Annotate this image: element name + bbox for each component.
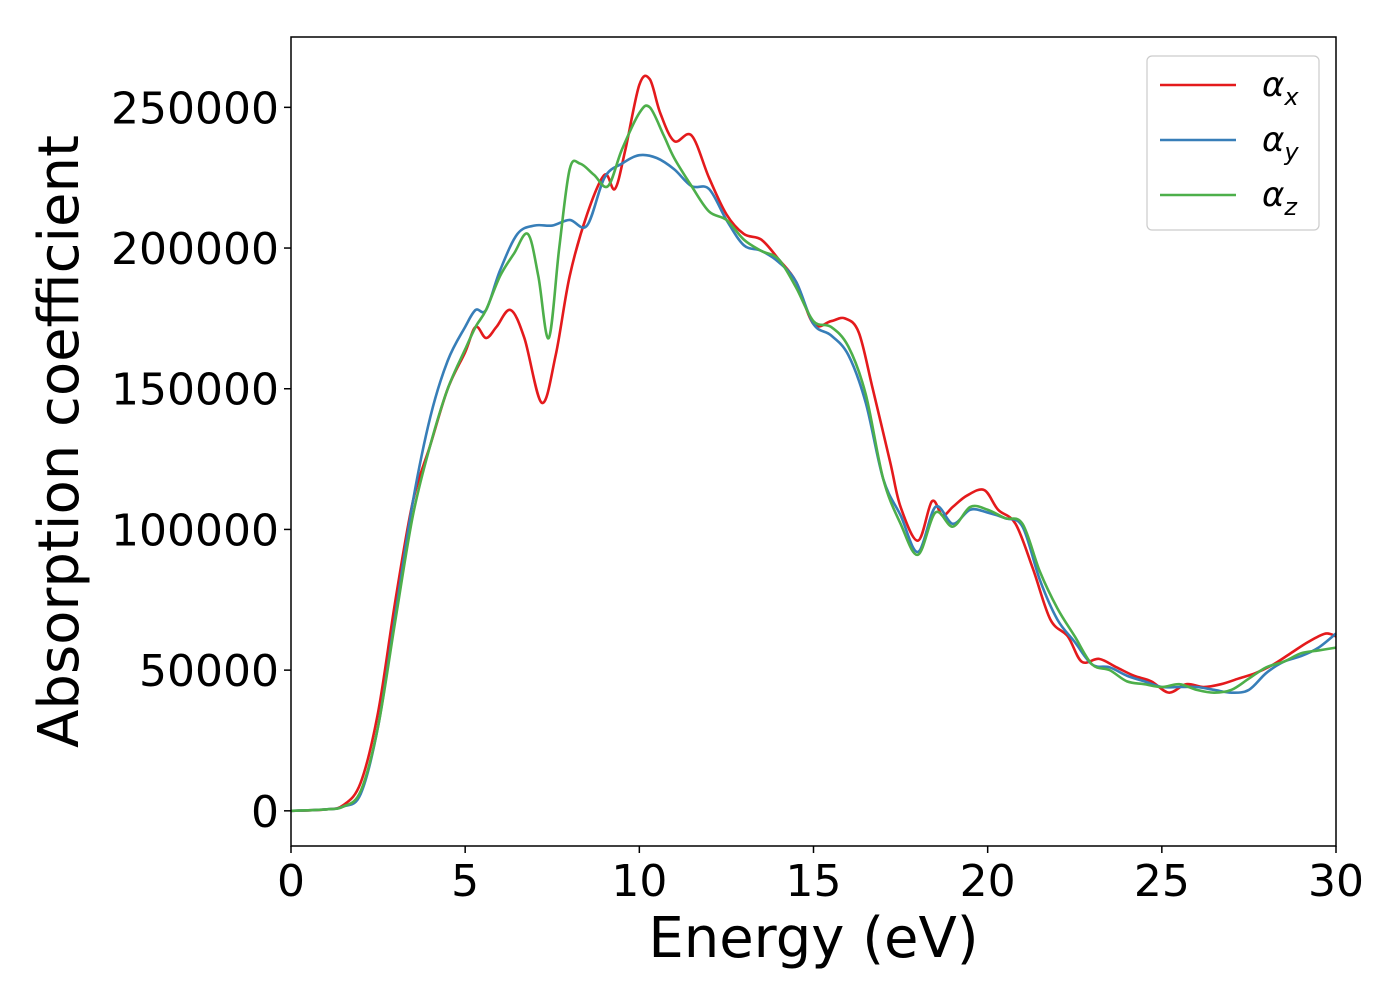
series-line-y <box>290 153 1337 813</box>
series-layer <box>290 74 1337 813</box>
y-tick-label: 250000 <box>111 83 279 134</box>
x-tick-label: 15 <box>786 856 842 907</box>
y-tick-label: 50000 <box>139 646 279 697</box>
x-axis-title: Energy (eV) <box>648 906 978 971</box>
y-axis-ticks: 0 50000 100000 150000 200000 250000 <box>111 83 291 838</box>
y-tick-label: 150000 <box>111 365 279 416</box>
y-tick-label: 100000 <box>111 505 279 556</box>
y-axis-title: Absorption coefficient <box>27 135 92 748</box>
x-tick-label: 20 <box>960 856 1016 907</box>
x-tick-label: 5 <box>451 856 479 907</box>
legend-label-y: αy <box>1262 120 1299 166</box>
x-tick-label: 10 <box>611 856 667 907</box>
legend-label-z: αz <box>1262 175 1298 221</box>
y-tick-label: 0 <box>251 787 279 838</box>
legend: αx αy αz <box>1146 55 1320 231</box>
y-tick-label: 200000 <box>111 224 279 275</box>
x-axis-ticks: 0 5 10 15 20 25 30 <box>277 846 1364 907</box>
x-tick-label: 30 <box>1308 856 1364 907</box>
series-line-z <box>290 104 1337 813</box>
x-tick-label: 25 <box>1134 856 1190 907</box>
x-tick-label: 0 <box>277 856 305 907</box>
legend-box <box>1146 55 1320 231</box>
legend-label-x: αx <box>1262 65 1299 111</box>
